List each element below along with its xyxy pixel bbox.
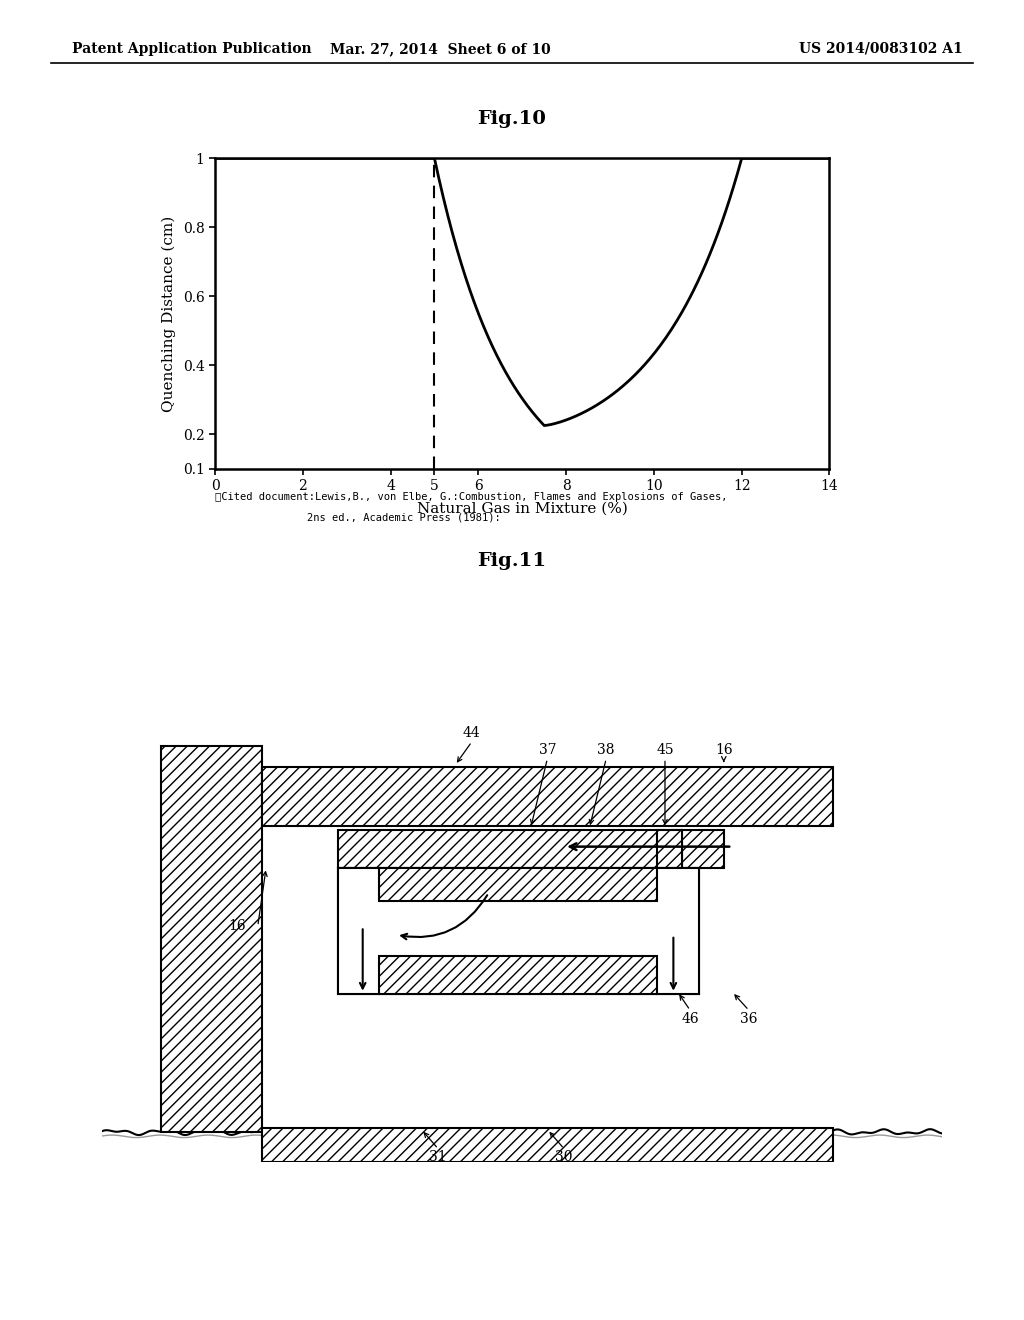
Bar [262,1127,833,1162]
Bar [161,746,262,1133]
Text: Patent Application Publication: Patent Application Publication [72,42,311,55]
Text: 2ns ed., Academic Press (1981):: 2ns ed., Academic Press (1981): [307,512,501,523]
Bar [262,767,833,825]
Text: US 2014/0083102 A1: US 2014/0083102 A1 [799,42,963,55]
Bar [656,867,698,994]
X-axis label: Natural Gas in Mixture (%): Natural Gas in Mixture (%) [417,502,628,515]
Y-axis label: Quenching Distance (cm): Quenching Distance (cm) [162,215,176,412]
Text: 45: 45 [656,743,674,758]
Text: 38: 38 [597,743,615,758]
Text: ※Cited document:Lewis,B., von Elbe, G.:Combustion, Flames and Explosions of Gase: ※Cited document:Lewis,B., von Elbe, G.:C… [215,492,727,503]
Text: Fig.10: Fig.10 [477,110,547,128]
Text: 16: 16 [228,920,246,933]
Bar [338,830,682,867]
Bar [380,956,656,994]
Text: 36: 36 [740,1011,758,1026]
Bar [682,830,724,867]
Bar [380,867,656,902]
Text: 46: 46 [681,1011,699,1026]
Text: 44: 44 [463,726,480,741]
Text: Mar. 27, 2014  Sheet 6 of 10: Mar. 27, 2014 Sheet 6 of 10 [330,42,551,55]
Bar [338,867,380,994]
Text: Fig.11: Fig.11 [477,552,547,570]
Bar [338,867,698,994]
Text: 31: 31 [429,1150,447,1164]
Text: 16: 16 [715,743,732,758]
Text: 37: 37 [539,743,556,758]
Bar [656,830,682,867]
Text: 30: 30 [555,1150,573,1164]
